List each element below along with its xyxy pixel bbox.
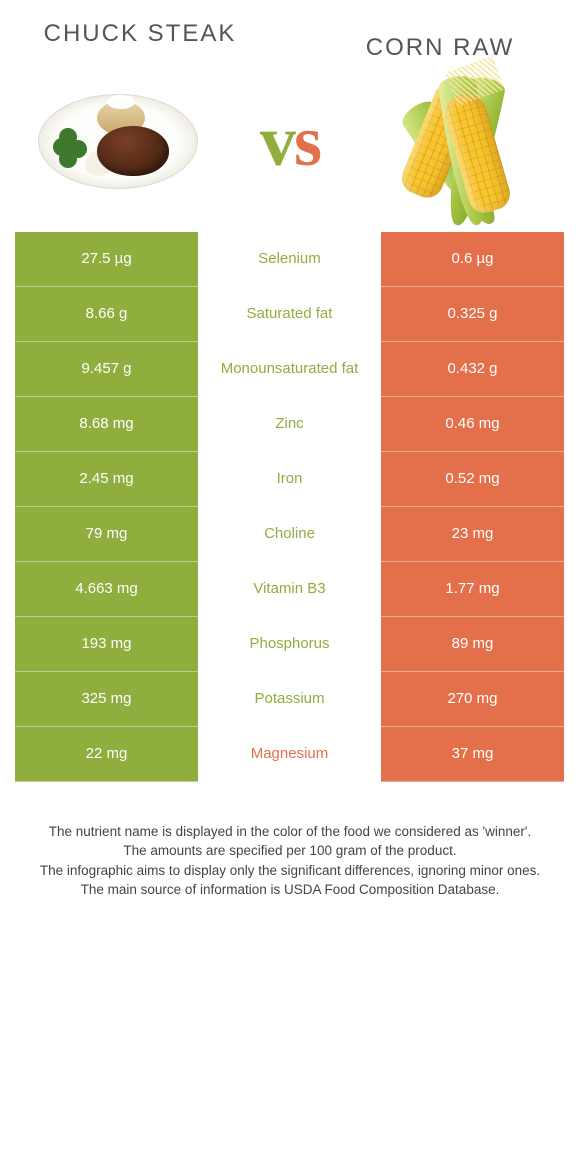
- right-value: 0.325 g: [381, 287, 564, 342]
- right-value: 37 mg: [381, 727, 564, 782]
- right-food-image: [375, 77, 550, 207]
- left-value: 2.45 mg: [15, 452, 198, 507]
- table-row: 22 mgMagnesium37 mg: [15, 727, 565, 782]
- left-value: 8.68 mg: [15, 397, 198, 452]
- nutrient-name: Phosphorus: [198, 617, 381, 672]
- nutrient-table: 27.5 µgSelenium0.6 µg8.66 gSaturated fat…: [15, 232, 565, 782]
- right-value: 0.46 mg: [381, 397, 564, 452]
- right-value: 23 mg: [381, 507, 564, 562]
- images-row: vs: [0, 72, 580, 232]
- footer-line: The amounts are specified per 100 gram o…: [30, 841, 550, 861]
- table-row: 4.663 mgVitamin B31.77 mg: [15, 562, 565, 617]
- nutrient-name: Vitamin B3: [198, 562, 381, 617]
- nutrient-name: Magnesium: [198, 727, 381, 782]
- table-row: 8.68 mgZinc0.46 mg: [15, 397, 565, 452]
- footer-line: The nutrient name is displayed in the co…: [30, 822, 550, 842]
- right-value: 0.6 µg: [381, 232, 564, 287]
- right-value: 1.77 mg: [381, 562, 564, 617]
- table-row: 325 mgPotassium270 mg: [15, 672, 565, 727]
- left-value: 27.5 µg: [15, 232, 198, 287]
- left-value: 8.66 g: [15, 287, 198, 342]
- left-food-title: Chuck steak: [40, 20, 240, 62]
- left-value: 9.457 g: [15, 342, 198, 397]
- left-value: 4.663 mg: [15, 562, 198, 617]
- right-value: 270 mg: [381, 672, 564, 727]
- vs-label: vs: [260, 100, 320, 183]
- footer-line: The main source of information is USDA F…: [30, 880, 550, 900]
- left-value: 325 mg: [15, 672, 198, 727]
- left-value: 22 mg: [15, 727, 198, 782]
- corn-icon: [378, 67, 548, 217]
- table-row: 193 mgPhosphorus89 mg: [15, 617, 565, 672]
- nutrient-name: Saturated fat: [198, 287, 381, 342]
- right-food-title: Corn raw: [340, 20, 540, 62]
- footer-line: The infographic aims to display only the…: [30, 861, 550, 881]
- table-row: 79 mgCholine23 mg: [15, 507, 565, 562]
- table-row: 27.5 µgSelenium0.6 µg: [15, 232, 565, 287]
- right-value: 89 mg: [381, 617, 564, 672]
- steak-plate-icon: [38, 94, 198, 189]
- nutrient-name: Choline: [198, 507, 381, 562]
- nutrient-name: Monounsaturated fat: [198, 342, 381, 397]
- nutrient-name: Zinc: [198, 397, 381, 452]
- nutrient-name: Selenium: [198, 232, 381, 287]
- footer-notes: The nutrient name is displayed in the co…: [0, 782, 580, 900]
- left-value: 79 mg: [15, 507, 198, 562]
- right-value: 0.432 g: [381, 342, 564, 397]
- left-food-image: [30, 77, 205, 207]
- right-value: 0.52 mg: [381, 452, 564, 507]
- table-row: 8.66 gSaturated fat0.325 g: [15, 287, 565, 342]
- table-row: 2.45 mgIron0.52 mg: [15, 452, 565, 507]
- table-row: 9.457 gMonounsaturated fat0.432 g: [15, 342, 565, 397]
- nutrient-name: Iron: [198, 452, 381, 507]
- left-value: 193 mg: [15, 617, 198, 672]
- nutrient-name: Potassium: [198, 672, 381, 727]
